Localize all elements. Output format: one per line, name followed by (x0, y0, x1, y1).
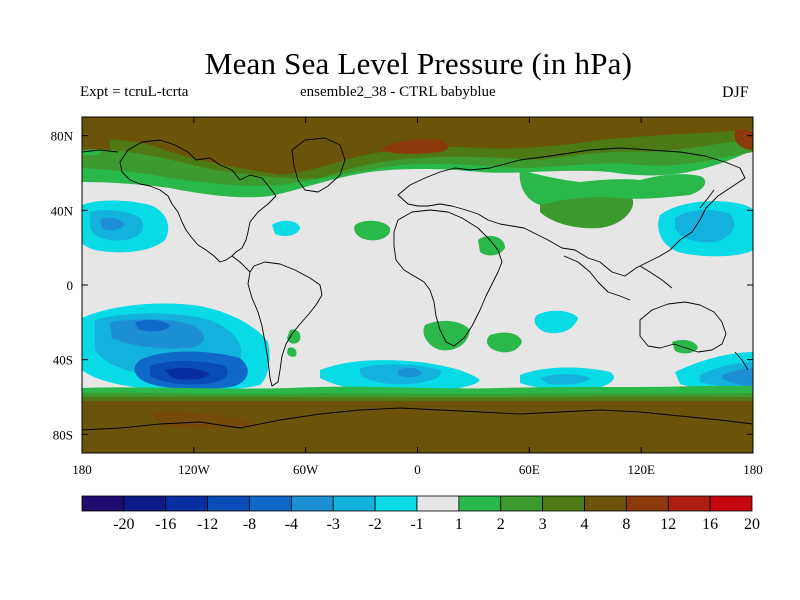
colorbar-label: 12 (660, 516, 676, 533)
x-tick-label: 60E (519, 462, 540, 477)
colorbar-label: -8 (243, 516, 256, 533)
colorbar-swatch (165, 495, 209, 512)
colorbar-label: -1 (410, 516, 423, 533)
colorbar-label: 8 (622, 516, 630, 533)
colorbar-label: 20 (744, 516, 760, 533)
x-tick-label: 180 (743, 462, 763, 477)
y-tick-label: 80N (51, 129, 74, 144)
y-tick-label: 40S (53, 353, 73, 368)
colorbar-swatch (584, 495, 627, 512)
africa-outline (393, 209, 503, 347)
colorbar-swatch (667, 495, 711, 512)
greenland-outline (291, 137, 346, 193)
colorbar-swatch (542, 495, 585, 512)
colorbar-label: 2 (497, 516, 505, 533)
atlantic-green-cell (354, 220, 391, 241)
north-america-outline (119, 139, 277, 263)
antarctica-outline (82, 407, 753, 431)
colorbar-swatch (123, 495, 167, 512)
season-label: DJF (722, 84, 749, 101)
colorbar-swatch (249, 495, 292, 512)
colorbar-label: 4 (581, 516, 589, 533)
colorbar-swatch (332, 495, 376, 512)
colorbar-swatch (458, 495, 502, 512)
y-tick-label: 40N (51, 203, 74, 218)
colorbar-label: -2 (368, 516, 381, 533)
left-subtitle: Expt = tcruL-tcrta (80, 84, 189, 100)
colorbar-label: -12 (197, 516, 218, 533)
colorbar-swatch (207, 495, 250, 512)
x-tick-label: 0 (414, 462, 421, 477)
x-tick-label: 60W (293, 462, 319, 477)
australia-outline (639, 301, 727, 353)
y-tick-label: 80S (53, 427, 73, 442)
colorbar-label: -3 (327, 516, 340, 533)
y-tick-label: 0 (67, 278, 74, 293)
eurasia-outline (397, 147, 746, 277)
colorbar-swatch (290, 495, 334, 512)
x-tick-label: 180 (72, 462, 92, 477)
axis-ticks: 180 120W 60W 0 60E 120E 180 80N 40N 0 40S 80S (51, 117, 763, 477)
colorbar-label: -16 (155, 516, 176, 533)
colorbar-swatch (416, 495, 460, 512)
field-layer (82, 117, 753, 453)
north-orange-cell (380, 139, 449, 154)
plot-title: Mean Sea Level Pressure (in hPa) (204, 46, 633, 81)
colorbar-label: 1 (455, 516, 463, 533)
south-america-outline (247, 261, 323, 387)
x-tick-label: 120E (627, 462, 655, 477)
colorbar-label: -20 (113, 516, 134, 533)
colorbar-swatch (500, 495, 544, 512)
center-subtitle: ensemble2_38 - CTRL babyblue (300, 84, 496, 100)
indian-cyan-cell (534, 310, 578, 334)
x-tick-label: 120W (178, 462, 211, 477)
colorbar-swatch (374, 495, 418, 512)
colorbar-swatch (81, 495, 125, 512)
colorbar-label: 3 (539, 516, 547, 533)
colorbar: -20 -16 -12 -8 -4 -3 -2 -1 1 2 3 4 8 12 16 20 (81, 495, 760, 533)
colorbar-swatch (625, 495, 669, 512)
colorbar-label: 16 (702, 516, 718, 533)
coastlines (82, 137, 753, 431)
south-brown-band (82, 401, 753, 453)
colorbar-label: -4 (285, 516, 298, 533)
colorbar-swatch (709, 495, 753, 512)
